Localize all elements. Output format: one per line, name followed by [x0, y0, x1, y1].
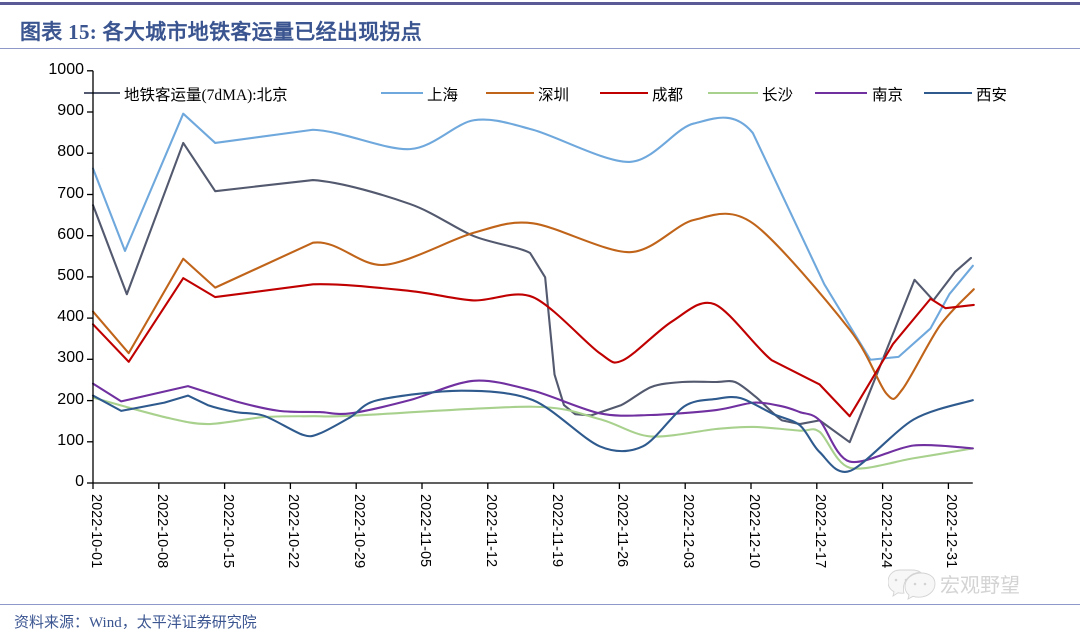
svg-text:宏观野望: 宏观野望 [940, 574, 1020, 597]
